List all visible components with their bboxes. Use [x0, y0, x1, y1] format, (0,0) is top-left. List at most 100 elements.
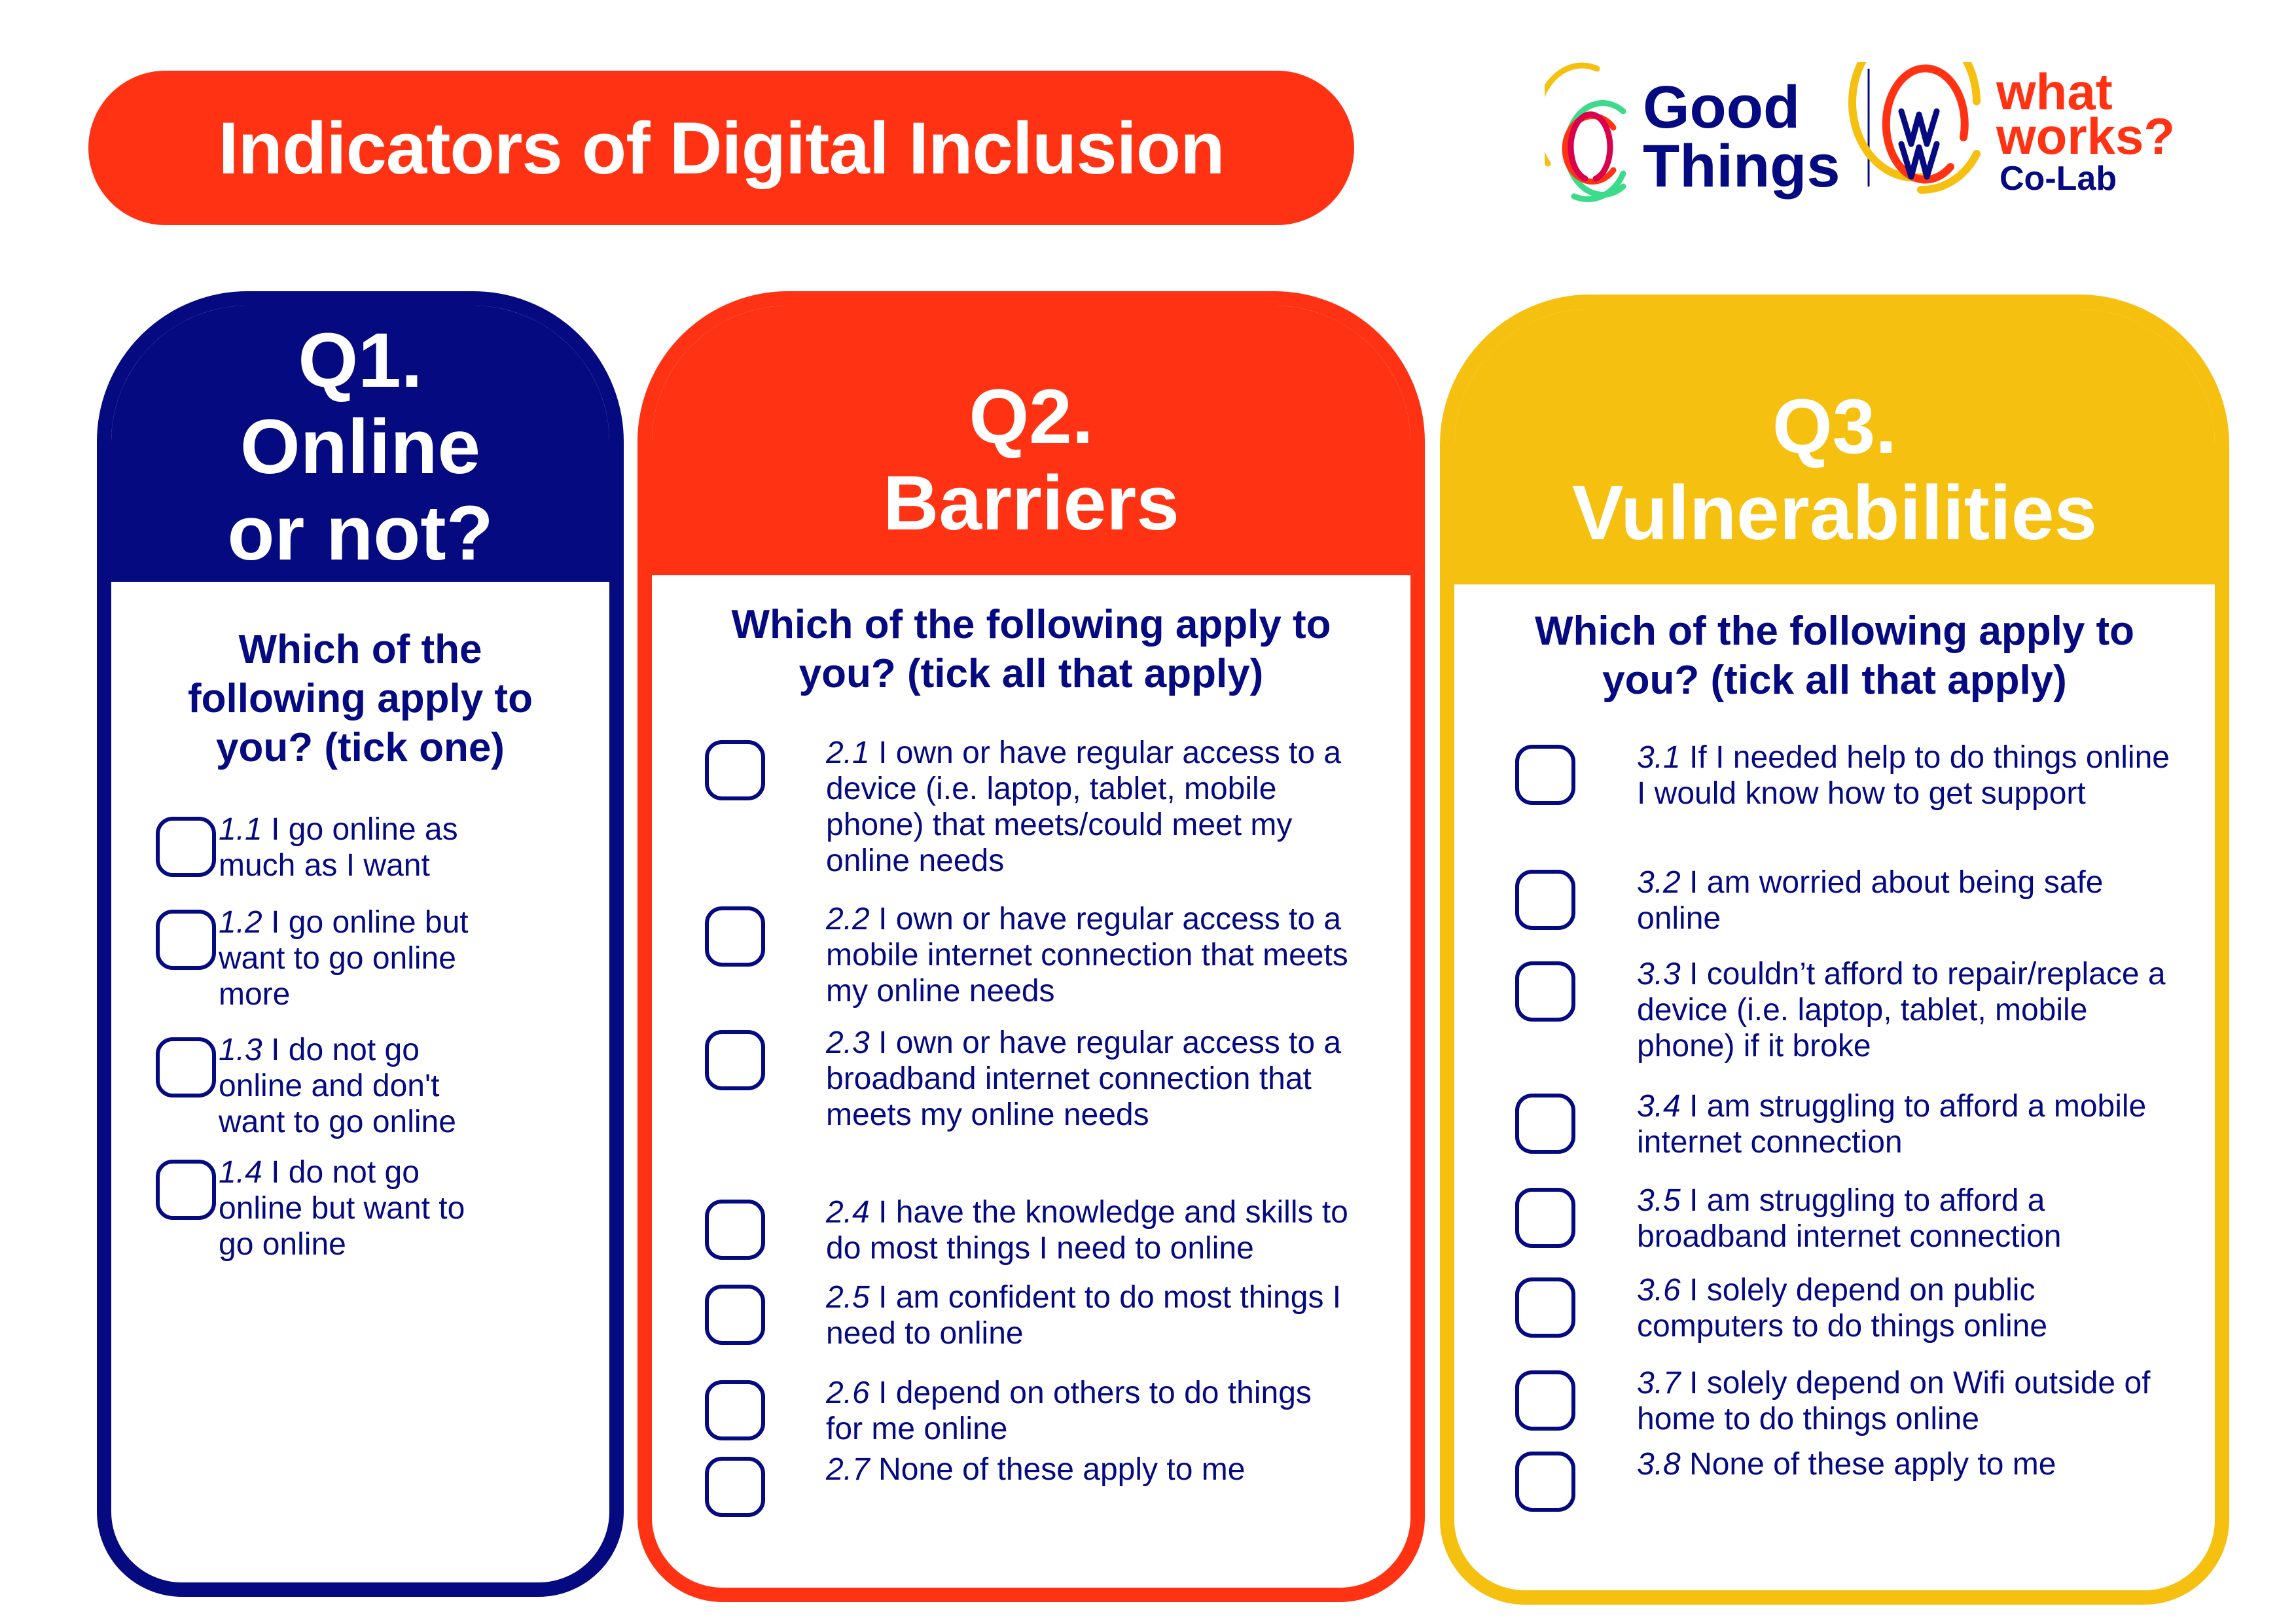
item-number: 2.5 [826, 1280, 870, 1315]
checklist-item-label: 2.6 I depend on others to do things for … [826, 1375, 1356, 1447]
checkbox[interactable] [1515, 745, 1575, 805]
item-number: 3.8 [1637, 1447, 1681, 1482]
item-number: 2.3 [826, 1026, 870, 1060]
checklist-item-label: 1.4 I do not go online but want to go on… [219, 1154, 493, 1262]
question-heading: Which of the following apply to you? (ti… [731, 602, 1331, 696]
what-works-logo: what works? Co-Lab [1848, 62, 2175, 198]
checkbox[interactable] [705, 1285, 765, 1345]
checklist-item-label: 2.7 None of these apply to me [826, 1452, 1356, 1488]
item-number: 1.2 [219, 905, 262, 940]
item-text: I am struggling to afford a broadband in… [1637, 1183, 2062, 1254]
item-text: I go online but want to go online more [219, 905, 469, 1012]
item-text: I couldn’t afford to repair/replace a de… [1637, 957, 2166, 1063]
card-title-line: Q3. [1772, 383, 1897, 470]
item-number: 2.6 [826, 1376, 870, 1410]
checkbox[interactable] [156, 1037, 216, 1097]
card-header: Q2. Barriers [652, 306, 1410, 575]
checkbox[interactable] [705, 1457, 765, 1517]
checkbox[interactable] [156, 817, 216, 877]
item-number: 2.7 [826, 1452, 870, 1487]
question-card-q1: Q1. Online or not? Which of the followin… [97, 291, 624, 1597]
checklist-item-label: 2.3 I own or have regular access to a br… [826, 1025, 1356, 1133]
item-number: 2.4 [826, 1195, 870, 1230]
page-title: Indicators of Digital Inclusion [218, 107, 1225, 189]
item-number: 2.1 [826, 736, 870, 770]
checkbox[interactable] [1515, 1188, 1575, 1248]
item-number: 1.4 [219, 1155, 262, 1190]
item-number: 3.4 [1637, 1089, 1681, 1124]
question-heading: Which of the following apply to you? (ti… [188, 627, 533, 770]
checklist-item-label: 2.2 I own or have regular access to a mo… [826, 901, 1356, 1009]
item-text: I do not go online and don't want to go … [219, 1033, 456, 1139]
title-banner: Indicators of Digital Inclusion [88, 71, 1354, 225]
checklist-item-label: 3.1 If I needed help to do things online… [1637, 740, 2174, 812]
svg-text:Co-Lab: Co-Lab [2000, 160, 2117, 198]
svg-text:what: what [1996, 63, 2113, 120]
checkbox[interactable] [705, 740, 765, 800]
item-number: 3.5 [1637, 1183, 1681, 1218]
checklist-item-label: 3.6 I solely depend on public computers … [1637, 1272, 2174, 1344]
item-text: If I needed help to do things online I w… [1637, 740, 2170, 811]
checklist-item-label: 3.3 I couldn’t afford to repair/replace … [1637, 956, 2174, 1064]
checklist-item-label: 1.3 I do not go online and don't want to… [219, 1032, 493, 1140]
card-title-line: Online [240, 404, 481, 490]
checklist-item-label: 2.4 I have the knowledge and skills to d… [826, 1194, 1356, 1266]
checklist-item-label: 3.5 I am struggling to afford a broadban… [1637, 1183, 2174, 1255]
item-number: 2.2 [826, 902, 870, 936]
card-header: Q1. Online or not? [111, 306, 609, 582]
item-text: I depend on others to do things for me o… [826, 1376, 1312, 1446]
checklist-item-label: 3.7 I solely depend on Wifi outside of h… [1637, 1365, 2174, 1437]
checklist-item-label: 1.2 I go online but want to go online mo… [219, 904, 493, 1012]
item-number: 3.6 [1637, 1273, 1681, 1308]
checkbox[interactable] [1515, 1452, 1575, 1512]
question-card-q2: Q2. Barriers Which of the following appl… [637, 291, 1425, 1602]
checkbox[interactable] [1515, 961, 1575, 1022]
checklist-item-label: 2.5 I am confident to do most things I n… [826, 1279, 1356, 1351]
checkbox[interactable] [705, 906, 765, 967]
card-title-line: Vulnerabilities [1571, 469, 2098, 556]
card-title-line: Barriers [883, 460, 1179, 546]
item-text: I am struggling to afford a mobile inter… [1637, 1089, 2147, 1160]
item-text: I solely depend on Wifi outside of home … [1637, 1366, 2151, 1436]
svg-text:works?: works? [1996, 107, 2175, 165]
card-title-line: Q1. [298, 317, 423, 404]
item-number: 3.2 [1637, 865, 1681, 900]
checklist-item-label: 3.2 I am worried about being safe online [1637, 865, 2174, 936]
item-number: 3.7 [1637, 1366, 1681, 1400]
item-number: 3.1 [1637, 740, 1681, 775]
checkbox[interactable] [705, 1380, 765, 1440]
checkbox[interactable] [1515, 1370, 1575, 1431]
checkbox[interactable] [705, 1030, 765, 1090]
checkbox[interactable] [1515, 1277, 1575, 1338]
checkbox[interactable] [156, 1160, 216, 1220]
item-text: None of these apply to me [869, 1452, 1246, 1487]
item-text: I own or have regular access to a device… [826, 736, 1342, 878]
checkbox[interactable] [705, 1200, 765, 1260]
card-header: Q3. Vulnerabilities [1454, 309, 2215, 584]
checklist-item-label: 3.4 I am struggling to afford a mobile i… [1637, 1088, 2174, 1160]
checkbox[interactable] [156, 910, 216, 970]
card-title-line: or not? [227, 490, 493, 577]
card-title-line: Q2. [969, 374, 1094, 460]
item-text: I solely depend on public computers to d… [1637, 1273, 2048, 1344]
good-things-logo: Good Things [1545, 62, 1840, 202]
item-text: I go online as much as I want [219, 812, 458, 883]
item-text: I do not go online but want to go online [219, 1155, 465, 1262]
checkbox[interactable] [1515, 870, 1575, 930]
partner-logos: Good Things what works? Co-Lab [1545, 62, 2175, 202]
item-text: I have the knowledge and skills to do mo… [826, 1195, 1348, 1266]
question-card-q3: Q3. Vulnerabilities Which of the followi… [1440, 294, 2229, 1605]
question-heading: Which of the following apply to you? (ti… [1534, 609, 2135, 703]
checklist-item-label: 1.1 I go online as much as I want [219, 812, 493, 883]
svg-text:Things: Things [1643, 133, 1840, 200]
item-text: None of these apply to me [1680, 1447, 2056, 1482]
item-text: I am worried about being safe online [1637, 865, 2104, 936]
svg-text:Good: Good [1643, 74, 1800, 141]
item-number: 3.3 [1637, 957, 1681, 991]
checklist-item-label: 3.8 None of these apply to me [1637, 1446, 2174, 1482]
checklist-item-label: 2.1 I own or have regular access to a de… [826, 735, 1356, 879]
item-text: I own or have regular access to a mobile… [826, 902, 1348, 1008]
item-text: I own or have regular access to a broadb… [826, 1026, 1342, 1132]
item-number: 1.1 [219, 812, 262, 847]
checkbox[interactable] [1515, 1094, 1575, 1154]
